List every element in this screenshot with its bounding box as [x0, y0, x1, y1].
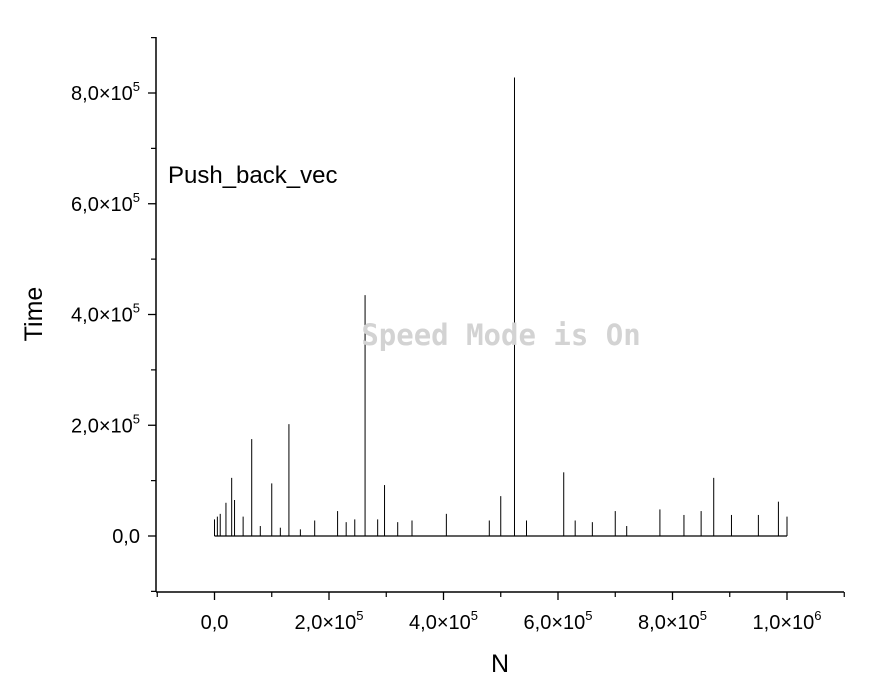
y-tick-label-exponent: 5 [133, 79, 140, 94]
x-tick-label-exponent: 6 [814, 608, 821, 623]
x-tick-label-text: 8,0×10 [638, 612, 700, 634]
x-tick-label: 4,0×105 [409, 608, 478, 634]
x-tick-label-exponent: 5 [471, 608, 478, 623]
x-tick-label-exponent: 5 [585, 608, 592, 623]
x-tick-label-text: 4,0×10 [409, 612, 471, 634]
x-tick-label: 2,0×105 [295, 608, 364, 634]
x-tick-label-exponent: 5 [700, 608, 707, 623]
y-tick-label-text: 4,0×10 [71, 305, 133, 327]
y-tick-label: 2,0×105 [71, 411, 140, 437]
series-push-back-vec [214, 77, 788, 536]
x-tick-label-text: 6,0×10 [524, 612, 586, 634]
x-tick-label: 1,0×106 [753, 608, 822, 634]
x-tick-label-text: 2,0×10 [295, 612, 357, 634]
x-tick-label: 0,0 [201, 612, 229, 634]
watermark: Speed Mode is On [361, 318, 640, 352]
y-tick-label: 0,0 [112, 526, 140, 548]
x-ticks: 0,0 2,0×105 4,0×105 6,0×105 8,0×105 1,0×106 [156, 592, 845, 634]
y-tick-label: 6,0×105 [71, 190, 140, 216]
x-tick-label: 8,0×105 [638, 608, 707, 634]
y-tick-label-text: 8,0×10 [71, 83, 133, 105]
y-tick-label: 4,0×105 [71, 301, 140, 327]
legend-label: Push_back_vec [168, 162, 337, 189]
y-tick-label: 8,0×105 [71, 79, 140, 105]
x-axis-title: N [491, 650, 509, 678]
y-tick-label-exponent: 5 [133, 411, 140, 426]
x-tick-label: 6,0×105 [524, 608, 593, 634]
y-axis-title: Time [20, 287, 48, 342]
x-tick-label-exponent: 5 [356, 608, 363, 623]
y-tick-label-text: 6,0×10 [71, 194, 133, 216]
y-tick-label-exponent: 5 [133, 190, 140, 205]
x-tick-label-text: 0,0 [201, 612, 229, 634]
y-tick-label-exponent: 5 [133, 301, 140, 316]
x-tick-label-text: 1,0×10 [753, 612, 815, 634]
y-tick-label-text: 2,0×10 [71, 415, 133, 437]
y-tick-label-text: 0,0 [112, 526, 140, 548]
